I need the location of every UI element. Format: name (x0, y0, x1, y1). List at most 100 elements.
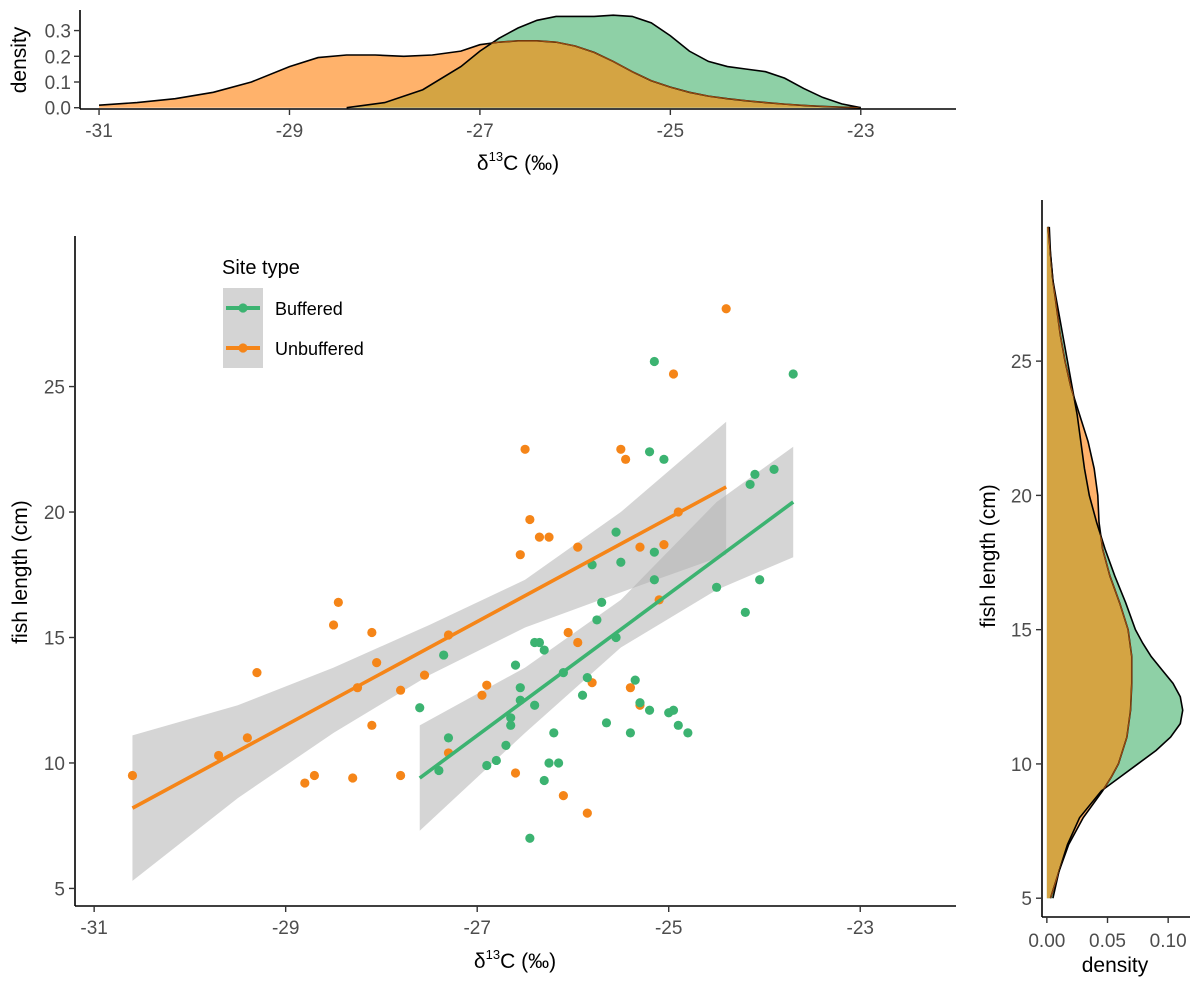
scatter-point-unbuffered (127, 770, 138, 781)
right-y-tick-label: 25 (1011, 352, 1032, 373)
scatter-point-unbuffered (395, 685, 406, 695)
scatter-point-unbuffered (252, 668, 262, 678)
right-x-tick-label: 0.00 (1028, 931, 1065, 952)
scatter-point-unbuffered (309, 770, 320, 781)
scatter-point-buffered (553, 758, 564, 768)
top-x-tick-label: -31 (85, 121, 112, 142)
main-y-tick-label: 5 (54, 879, 65, 900)
top-density-area-overlap (346, 40, 861, 108)
scatter-point-buffered (769, 464, 779, 474)
scatter-point-unbuffered (419, 670, 430, 680)
scatter-point-unbuffered (333, 597, 343, 607)
scatter-point-buffered (539, 645, 549, 655)
scatter-point-unbuffered (558, 790, 568, 801)
scatter-point-unbuffered (328, 620, 339, 630)
scatter-point-unbuffered (544, 532, 554, 542)
main-x-tick-label: -31 (80, 918, 107, 939)
top-x-tick-label: -29 (276, 121, 303, 142)
right-x-axis-title: density (1082, 954, 1149, 977)
right-density-panel: 0.00 0.05 0.10 5 10 15 20 25 density fish leng… (977, 200, 1190, 977)
scatter-point-buffered (683, 728, 693, 738)
scatter-point-unbuffered (659, 540, 669, 550)
scatter-point-unbuffered (721, 304, 731, 314)
scatter-point-buffered (616, 557, 626, 567)
top-y-ticks: 0.0 0.1 0.2 0.3 (45, 22, 80, 120)
main-y-tick-label: 10 (44, 754, 65, 775)
scatter-point-buffered (635, 698, 645, 708)
scatter-point-unbuffered (573, 637, 583, 648)
scatter-point-buffered (625, 728, 636, 738)
scatter-point-buffered (630, 675, 640, 685)
scatter-point-buffered (755, 575, 765, 585)
right-density-area-overlap (1046, 226, 1132, 899)
scatter-point-buffered (740, 607, 750, 618)
scatter-point-buffered (415, 703, 425, 713)
scatter-point-buffered (582, 673, 592, 683)
scatter-point-buffered (443, 733, 454, 743)
right-y-axis-title: fish length (cm) (977, 484, 1000, 628)
scatter-point-buffered (788, 369, 798, 379)
main-scatter-panel: -31 -29 -27 -25 -23 5 10 15 20 25 δ13C (‰) fish … (9, 236, 956, 973)
legend-title: Site type (222, 257, 300, 279)
scatter-point-buffered (745, 479, 755, 490)
confidence-band-unbuffered (132, 421, 727, 881)
top-x-tick-label: -23 (847, 121, 874, 142)
right-density-outline-buffered (1048, 226, 1184, 899)
scatter-point-buffered (750, 469, 760, 479)
scatter-point-buffered (644, 705, 655, 715)
scatter-point-buffered (482, 760, 492, 771)
scatter-point-buffered (597, 597, 607, 607)
scatter-point-buffered (611, 527, 621, 537)
top-y-tick-label: 0.0 (45, 99, 71, 120)
scatter-point-buffered (649, 547, 659, 557)
scatter-point-buffered (510, 660, 521, 670)
legend-label-unbuffered: Unbuffered (275, 339, 364, 359)
main-x-tick-label: -25 (655, 918, 682, 939)
scatter-point-buffered (515, 683, 525, 693)
scatter-point-unbuffered (621, 454, 631, 464)
scatter-point-buffered (491, 755, 501, 766)
legend-item-buffered: Buffered (226, 299, 343, 319)
scatter-point-buffered (534, 637, 545, 648)
regression-lines (131, 485, 795, 810)
main-x-tick-label: -27 (463, 918, 490, 939)
scatter-point-buffered (659, 454, 669, 464)
right-density-areas (1046, 226, 1184, 899)
scatter-point-buffered (549, 728, 559, 738)
right-y-ticks: 5 10 15 20 25 (1011, 352, 1042, 910)
scatter-point-unbuffered (563, 627, 573, 638)
legend-key-point-buffered (238, 303, 248, 313)
top-density-areas (98, 14, 861, 109)
top-y-tick-label: 0.3 (45, 22, 71, 43)
top-density-inner-outline (346, 40, 861, 108)
right-x-tick-label: 0.05 (1089, 931, 1126, 952)
scatter-point-buffered (506, 713, 516, 723)
scatter-point-buffered (711, 582, 722, 592)
main-y-tick-label: 15 (44, 628, 65, 649)
top-x-axis-title: δ13C (‰) (477, 149, 559, 175)
right-x-ticks: 0.00 0.05 0.10 (1028, 917, 1187, 952)
top-x-ticks: -31 -29 -27 -25 -23 (85, 109, 875, 142)
main-x-tick-label: -29 (272, 918, 299, 939)
scatter-point-unbuffered (515, 550, 525, 560)
legend-key-bg (223, 288, 263, 368)
scatter-point-unbuffered (525, 514, 535, 525)
scatter-point-buffered (530, 700, 540, 710)
scatter-point-unbuffered (300, 778, 310, 788)
legend-item-unbuffered: Unbuffered (226, 339, 364, 359)
top-x-tick-label: -27 (466, 121, 493, 142)
scatter-point-buffered (592, 615, 602, 625)
scatter-point-unbuffered (616, 444, 626, 454)
right-y-tick-label: 10 (1011, 755, 1032, 776)
scatter-point-buffered (539, 775, 549, 786)
scatter-point-buffered (439, 650, 449, 660)
right-y-tick-label: 20 (1011, 486, 1032, 507)
scatter-point-unbuffered (348, 773, 358, 783)
main-y-axis-title: fish length (cm) (9, 500, 32, 644)
scatter-point-unbuffered (635, 542, 645, 552)
top-y-axis-title: density (8, 26, 31, 93)
main-x-ticks: -31 -29 -27 -25 -23 (80, 906, 874, 939)
scatter-point-unbuffered (510, 768, 521, 778)
scatter-point-unbuffered (372, 657, 382, 668)
